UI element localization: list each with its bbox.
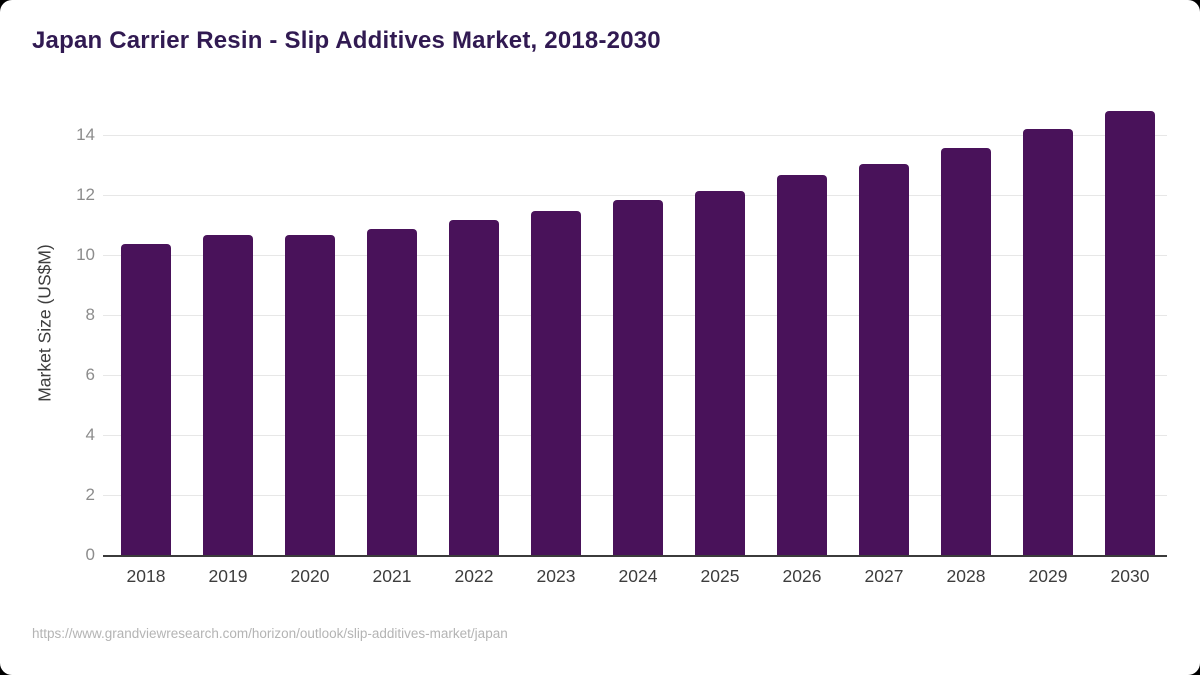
bar-2028[interactable]	[941, 148, 991, 555]
bar-2020[interactable]	[285, 235, 335, 555]
bar-2019[interactable]	[203, 235, 253, 555]
x-tick-label-2030: 2030	[1110, 566, 1150, 586]
plot-area: 0 2 4 6 8 10 12 14 2018 2019 2020 2021 2022 2023 2024…	[76, 100, 1167, 586]
y-tick-label-6: 6	[85, 365, 95, 385]
x-tick-label-2020: 2020	[290, 566, 330, 586]
y-tick-label-14: 14	[76, 125, 95, 145]
x-tick-label-2027: 2027	[864, 566, 904, 586]
bar-2022[interactable]	[449, 220, 499, 555]
x-tick-label-2022: 2022	[454, 566, 494, 586]
y-tick-label-8: 8	[85, 305, 95, 325]
y-tick-label-0: 0	[85, 545, 95, 564]
x-tick-label-2021: 2021	[372, 566, 412, 586]
bar-2024[interactable]	[613, 199, 663, 555]
bar-2030[interactable]	[1105, 111, 1155, 555]
gridline-y-12	[103, 195, 1167, 197]
bar-2018[interactable]	[121, 244, 171, 555]
y-tick-label-12: 12	[76, 185, 95, 205]
bar-2026[interactable]	[777, 175, 827, 555]
x-tick-label-2025: 2025	[700, 566, 740, 586]
y-tick-label-4: 4	[85, 425, 95, 445]
bar-2021[interactable]	[367, 229, 417, 555]
x-tick-label-2029: 2029	[1028, 566, 1068, 586]
bar-2029[interactable]	[1023, 129, 1073, 555]
bar-2023[interactable]	[531, 211, 581, 555]
x-tick-label-2023: 2023	[536, 566, 576, 586]
x-tick-label-2024: 2024	[618, 566, 658, 586]
bar-2027[interactable]	[859, 163, 909, 555]
x-tick-label-2019: 2019	[208, 566, 248, 586]
y-tick-label-2: 2	[85, 485, 95, 505]
chart-title: Japan Carrier Resin - Slip Additives Mar…	[32, 27, 661, 54]
x-tick-label-2026: 2026	[782, 566, 822, 586]
gridline-y-14	[103, 135, 1167, 137]
y-tick-label-10: 10	[76, 245, 95, 265]
x-tick-label-2028: 2028	[946, 566, 986, 586]
x-tick-label-2018: 2018	[126, 566, 166, 586]
source-url: https://www.grandviewresearch.com/horizo…	[32, 626, 508, 641]
bar-2025[interactable]	[695, 190, 745, 555]
